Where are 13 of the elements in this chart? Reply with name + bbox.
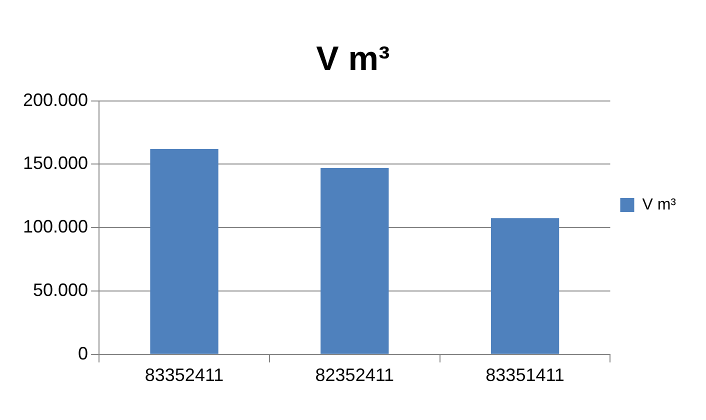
bar: [150, 148, 218, 354]
y-tick-label: 50.000: [33, 280, 88, 300]
y-tick-label: 0: [78, 343, 88, 364]
legend-label: V m³: [642, 196, 677, 214]
x-tick-label: 82352411: [315, 365, 394, 386]
bar: [320, 168, 389, 354]
x-tick-label: 83352411: [144, 365, 224, 386]
chart-title: V m³: [316, 40, 390, 78]
x-tick-label: 83351411: [486, 365, 564, 386]
y-tick-label: 100.000: [22, 216, 88, 237]
bar: [490, 218, 560, 354]
y-tick-label: 200.000: [22, 90, 88, 110]
y-tick-label: 150.000: [22, 153, 88, 174]
